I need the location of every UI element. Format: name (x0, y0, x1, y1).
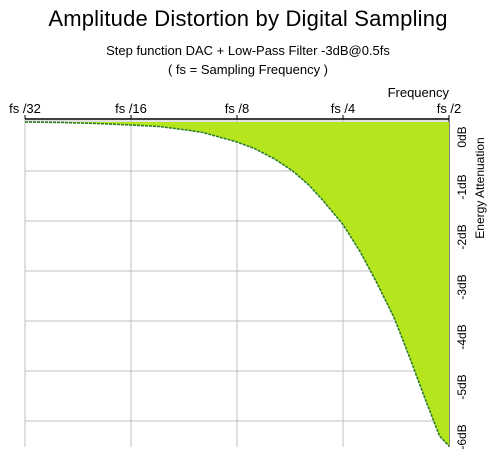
chart-subtitle-line2: ( fs = Sampling Frequency ) (167, 62, 329, 77)
x-tick-label: fs /8 (225, 101, 250, 116)
y-tick-labels: 0dB -1dB -2dB -3dB -4dB -5dB -6dB (455, 126, 469, 449)
y-tick-label: -1dB (455, 174, 469, 199)
area-layer (24, 121, 450, 447)
x-axis-label: Frequency (388, 85, 450, 100)
y-tick-label: -5dB (455, 374, 469, 399)
grid-layer (24, 118, 450, 447)
x-tick-label: fs /2 (437, 101, 462, 116)
y-tick-label: -2dB (455, 224, 469, 249)
x-tick-label: fs /4 (331, 101, 356, 116)
x-tick-label: fs /16 (115, 101, 147, 116)
y-axis-label: Energy Attenuation (473, 137, 487, 238)
y-tick-label: 0dB (455, 126, 469, 147)
attenuation-area (25, 122, 449, 446)
chart-subtitle-line1: Step function DAC + Low-Pass Filter -3dB… (106, 43, 390, 58)
y-tick-label: -3dB (455, 274, 469, 299)
x-tick-labels: fs /32 fs /16 fs /8 fs /4 fs /2 (9, 101, 461, 119)
x-tick-label: fs /32 (9, 101, 41, 116)
attenuation-curve (24, 121, 450, 447)
y-tick-label: -6dB (455, 424, 469, 449)
y-tick-label: -4dB (455, 324, 469, 349)
chart-title: Amplitude Distortion by Digital Sampling (48, 6, 448, 31)
